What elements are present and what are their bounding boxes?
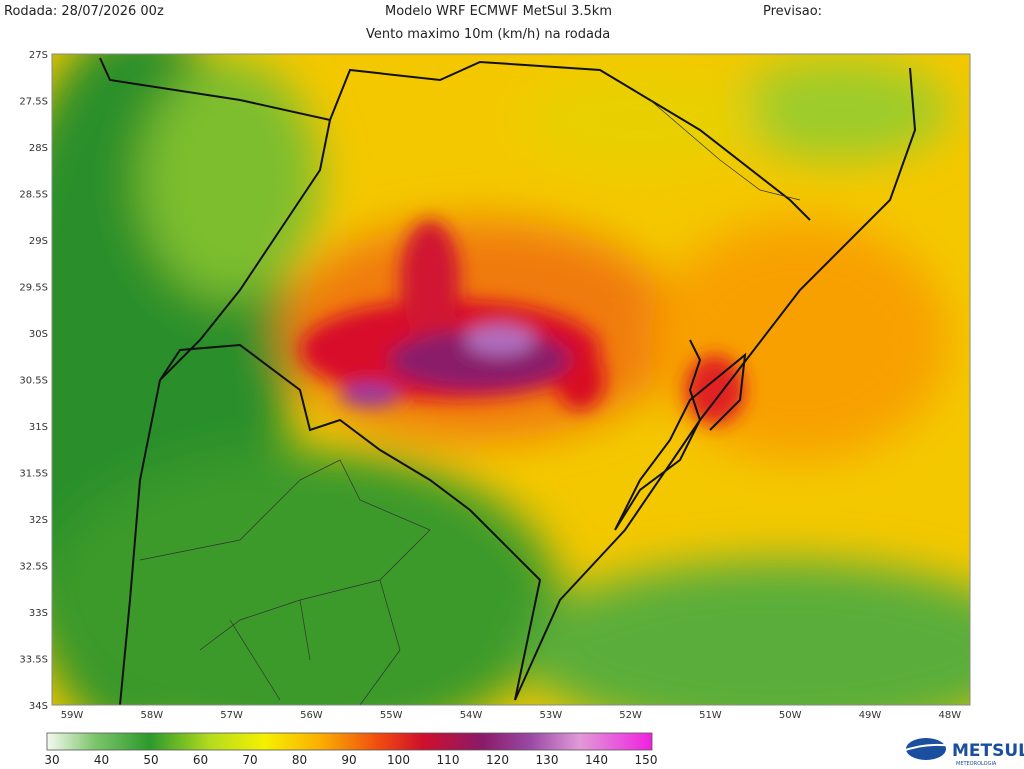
lon-label: 48W — [938, 710, 961, 721]
lat-label: 30.5S — [19, 376, 48, 387]
colorbar-label: 40 — [94, 753, 109, 767]
lat-label: 31.5S — [19, 469, 48, 480]
lon-label: 55W — [380, 710, 403, 721]
lon-label: 54W — [460, 710, 483, 721]
logo-tagline: METEOROLOGIA — [956, 761, 997, 767]
lat-label: 32S — [29, 515, 48, 526]
lat-label: 33S — [29, 608, 48, 619]
subtitle: Vento maximo 10m (km/h) na rodada — [366, 27, 611, 42]
lon-label: 51W — [699, 710, 722, 721]
lat-label: 28S — [29, 143, 48, 154]
lon-label: 49W — [859, 710, 882, 721]
lat-label: 34S — [29, 701, 48, 712]
lat-label: 29S — [29, 236, 48, 247]
lat-label: 33.5S — [19, 655, 48, 666]
forecast-label: Previsao: — [763, 4, 823, 19]
colorbar-label: 80 — [292, 753, 307, 767]
title: Modelo WRF ECMWF MetSul 3.5km — [385, 4, 612, 19]
colorbar-label: 90 — [341, 753, 356, 767]
colorbar-label: 50 — [143, 753, 158, 767]
lat-label: 32.5S — [19, 562, 48, 573]
lon-label: 56W — [300, 710, 323, 721]
lon-label: 58W — [140, 710, 163, 721]
lat-label: 28.5S — [19, 190, 48, 201]
colorbar-label: 100 — [387, 753, 410, 767]
logo-name: METSUL — [952, 741, 1024, 761]
lat-label: 27S — [29, 50, 48, 61]
lon-label: 59W — [61, 710, 84, 721]
wind-field — [52, 54, 970, 705]
colorbar-label: 150 — [635, 753, 658, 767]
colorbar-label: 130 — [536, 753, 559, 767]
logo: METSUL METEOROLOGIA — [899, 738, 1024, 767]
lon-label: 52W — [619, 710, 642, 721]
lon-label: 53W — [539, 710, 562, 721]
colorbar-label: 140 — [585, 753, 608, 767]
colorbar-label: 120 — [486, 753, 509, 767]
colorbar-label: 110 — [437, 753, 460, 767]
run-label: Rodada: 28/07/2026 00z — [4, 4, 164, 19]
lat-label: 29.5S — [19, 283, 48, 294]
lat-label: 30S — [29, 329, 48, 340]
colorbar-label: 60 — [193, 753, 208, 767]
colorbar — [46, 732, 653, 751]
lat-label: 27.5S — [19, 97, 48, 108]
lat-label: 31S — [29, 422, 48, 433]
lon-label: 57W — [220, 710, 243, 721]
lon-label: 50W — [779, 710, 802, 721]
colorbar-label: 30 — [44, 753, 59, 767]
colorbar-label: 70 — [242, 753, 257, 767]
